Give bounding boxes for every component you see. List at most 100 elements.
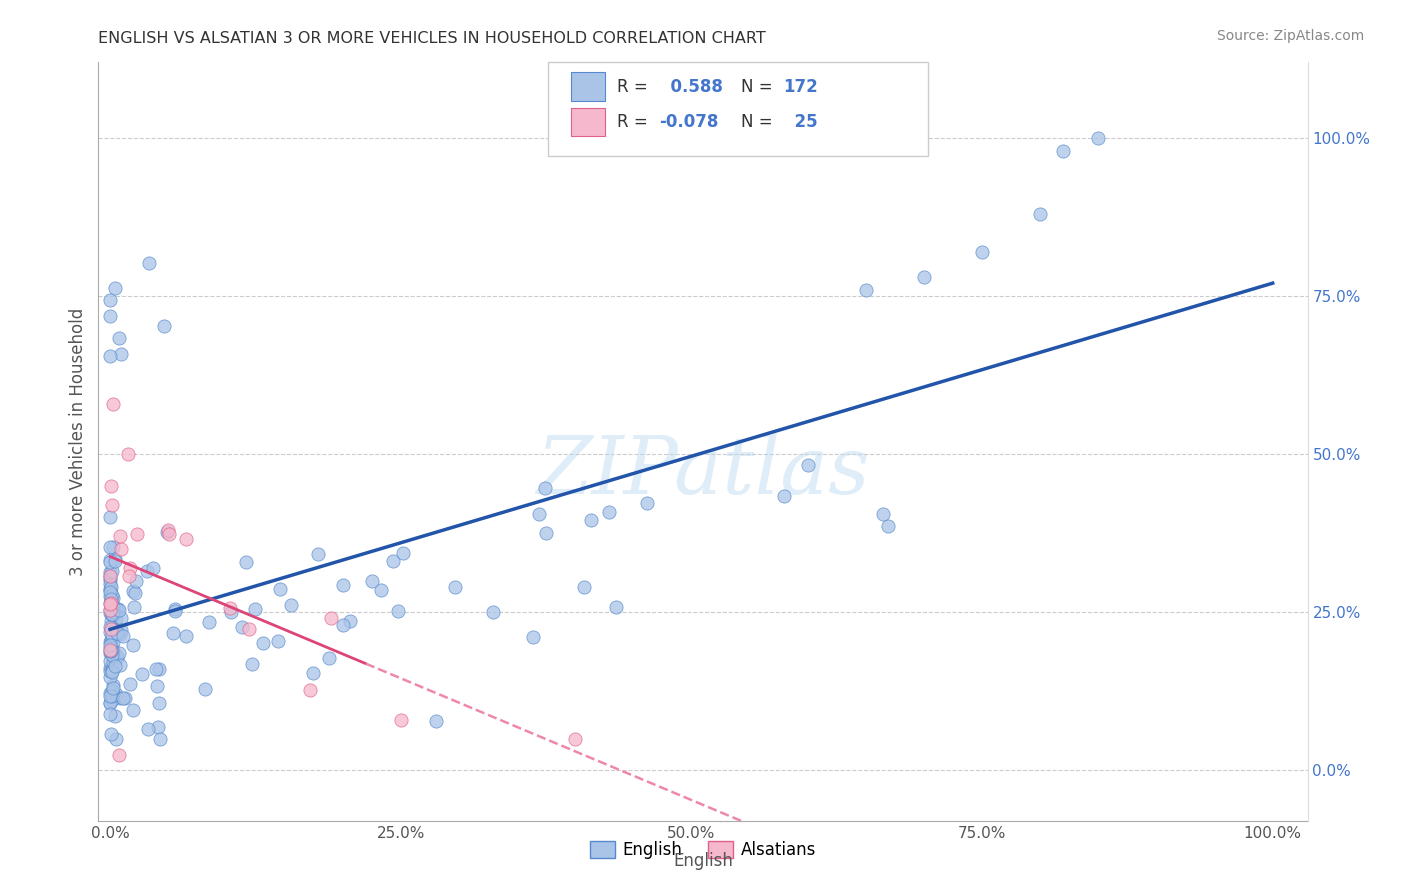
Point (266, 633, 288, 648)
Point (98, 553, 121, 567)
Point (243, 601, 266, 615)
Point (98, 573, 121, 587)
Point (138, 256, 160, 270)
Point (100, 622, 122, 636)
Point (387, 604, 409, 618)
Point (141, 561, 163, 575)
Point (148, 662, 170, 676)
Text: ENGLISH VS ALSATIAN 3 OR MORE VEHICLES IN HOUSEHOLD CORRELATION CHART: ENGLISH VS ALSATIAN 3 OR MORE VEHICLES I… (98, 31, 766, 46)
Point (174, 629, 197, 643)
Point (332, 617, 354, 632)
Point (98, 541, 121, 555)
Legend: English, Alsatians: English, Alsatians (583, 834, 823, 865)
Point (100, 603, 122, 617)
Point (98, 582, 121, 596)
Point (101, 564, 124, 578)
Point (100, 648, 122, 663)
Point (108, 331, 131, 345)
Point (118, 569, 141, 583)
Point (118, 561, 141, 575)
Point (876, 518, 898, 533)
Point (98, 670, 121, 684)
Point (156, 524, 179, 539)
Point (636, 496, 658, 510)
Point (135, 564, 157, 578)
Point (101, 604, 124, 618)
Point (98, 577, 121, 591)
Point (796, 458, 818, 473)
Point (101, 642, 124, 657)
Point (100, 571, 122, 585)
Point (110, 657, 132, 672)
Text: 25: 25 (783, 113, 818, 131)
Point (100, 646, 122, 660)
Point (104, 602, 127, 616)
Point (101, 607, 124, 622)
Point (98, 555, 121, 569)
Point (100, 580, 122, 594)
Point (127, 527, 149, 541)
Point (105, 731, 128, 746)
Point (481, 605, 503, 619)
Point (107, 748, 129, 763)
Point (148, 720, 170, 734)
Point (444, 580, 467, 594)
Point (98, 696, 121, 710)
Point (598, 505, 620, 519)
Point (101, 643, 124, 657)
Point (107, 626, 129, 640)
Point (522, 630, 544, 644)
Point (101, 693, 124, 707)
Point (238, 622, 260, 636)
Point (121, 638, 143, 652)
Point (124, 585, 146, 599)
Point (100, 614, 122, 628)
Point (773, 489, 796, 503)
Point (101, 635, 124, 649)
Point (100, 726, 122, 740)
Y-axis label: 3 or more Vehicles in Household: 3 or more Vehicles in Household (69, 308, 87, 575)
Point (534, 481, 557, 495)
Point (98, 309, 121, 323)
Point (103, 540, 125, 554)
Point (101, 681, 124, 695)
Point (100, 697, 122, 711)
Point (156, 523, 179, 537)
Point (218, 601, 240, 615)
Point (219, 606, 242, 620)
Point (122, 600, 145, 615)
Point (100, 607, 122, 622)
Point (98, 582, 121, 597)
Point (104, 627, 127, 641)
Point (153, 319, 176, 334)
Point (98, 596, 121, 610)
Point (98, 349, 121, 363)
Point (100, 640, 122, 655)
Point (101, 665, 124, 679)
Point (110, 611, 132, 625)
Point (360, 574, 382, 589)
Point (110, 541, 132, 556)
Point (280, 598, 302, 612)
Text: N =: N = (741, 78, 778, 95)
Point (100, 479, 122, 493)
Point (100, 662, 122, 676)
Point (425, 714, 447, 728)
Point (104, 607, 127, 621)
Point (370, 582, 392, 597)
Point (98, 567, 121, 582)
Text: R =: R = (617, 78, 654, 95)
Point (98, 620, 121, 634)
Point (98, 654, 121, 668)
Point (107, 601, 129, 615)
Point (101, 605, 124, 619)
Point (98, 707, 121, 722)
Point (98, 625, 121, 640)
Point (105, 611, 128, 625)
Point (101, 690, 124, 704)
Point (163, 604, 186, 618)
Point (108, 529, 131, 543)
Point (105, 620, 128, 634)
Text: Source: ZipAtlas.com: Source: ZipAtlas.com (1216, 29, 1364, 43)
Point (98, 606, 121, 620)
